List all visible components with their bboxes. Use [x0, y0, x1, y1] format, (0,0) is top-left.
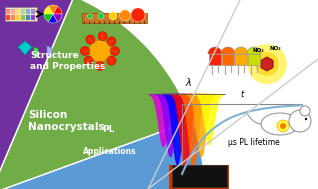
Bar	[235, 54, 247, 65]
Circle shape	[131, 8, 145, 22]
Polygon shape	[261, 57, 273, 71]
Bar	[172, 165, 227, 187]
Circle shape	[80, 46, 89, 56]
Ellipse shape	[261, 113, 299, 135]
Bar	[248, 54, 260, 65]
Circle shape	[107, 37, 116, 46]
Text: Applications: Applications	[83, 146, 137, 156]
Bar	[6, 9, 10, 14]
Bar	[5, 7, 37, 21]
Wedge shape	[208, 47, 222, 54]
Bar	[209, 54, 221, 65]
Circle shape	[95, 61, 105, 70]
Wedge shape	[44, 14, 53, 22]
Circle shape	[305, 118, 307, 120]
Circle shape	[277, 120, 289, 132]
Text: NO₂: NO₂	[252, 48, 264, 53]
Circle shape	[289, 110, 311, 132]
Text: Structure
and Properties: Structure and Properties	[30, 51, 105, 71]
Wedge shape	[53, 6, 62, 14]
Bar	[31, 9, 35, 14]
Circle shape	[98, 32, 107, 41]
Circle shape	[107, 56, 116, 65]
Polygon shape	[34, 47, 38, 58]
Wedge shape	[221, 47, 235, 54]
Circle shape	[84, 56, 93, 65]
Bar	[21, 15, 25, 20]
Wedge shape	[234, 47, 248, 54]
Wedge shape	[49, 14, 58, 23]
Circle shape	[98, 13, 104, 19]
Text: λ: λ	[185, 78, 191, 88]
Circle shape	[110, 46, 120, 56]
Bar	[169, 165, 229, 189]
Circle shape	[120, 10, 130, 21]
Circle shape	[86, 35, 95, 44]
Bar	[222, 54, 234, 65]
Circle shape	[109, 12, 117, 20]
Text: t: t	[240, 90, 244, 99]
Circle shape	[89, 40, 111, 62]
Wedge shape	[0, 0, 192, 189]
Circle shape	[247, 44, 287, 84]
Wedge shape	[49, 5, 58, 14]
Bar	[11, 9, 15, 14]
Text: Silicon
Nanocrystals: Silicon Nanocrystals	[28, 110, 105, 132]
Wedge shape	[0, 0, 74, 189]
Circle shape	[280, 123, 286, 129]
Text: μs PL lifetime: μs PL lifetime	[228, 138, 280, 147]
Text: PL: PL	[102, 125, 114, 133]
Bar	[26, 15, 30, 20]
Circle shape	[87, 14, 93, 19]
Polygon shape	[47, 46, 52, 57]
Bar	[26, 9, 30, 14]
Bar	[6, 15, 10, 20]
Polygon shape	[18, 41, 32, 55]
Circle shape	[300, 106, 310, 116]
Bar	[21, 9, 25, 14]
Bar	[16, 15, 20, 20]
Wedge shape	[0, 120, 205, 189]
Bar	[31, 15, 35, 20]
Wedge shape	[53, 14, 62, 22]
Wedge shape	[44, 6, 53, 14]
Bar	[82, 13, 147, 23]
Wedge shape	[247, 47, 261, 54]
Text: NO₂: NO₂	[269, 46, 280, 51]
Circle shape	[255, 52, 279, 76]
Bar	[11, 15, 15, 20]
Bar	[16, 9, 20, 14]
